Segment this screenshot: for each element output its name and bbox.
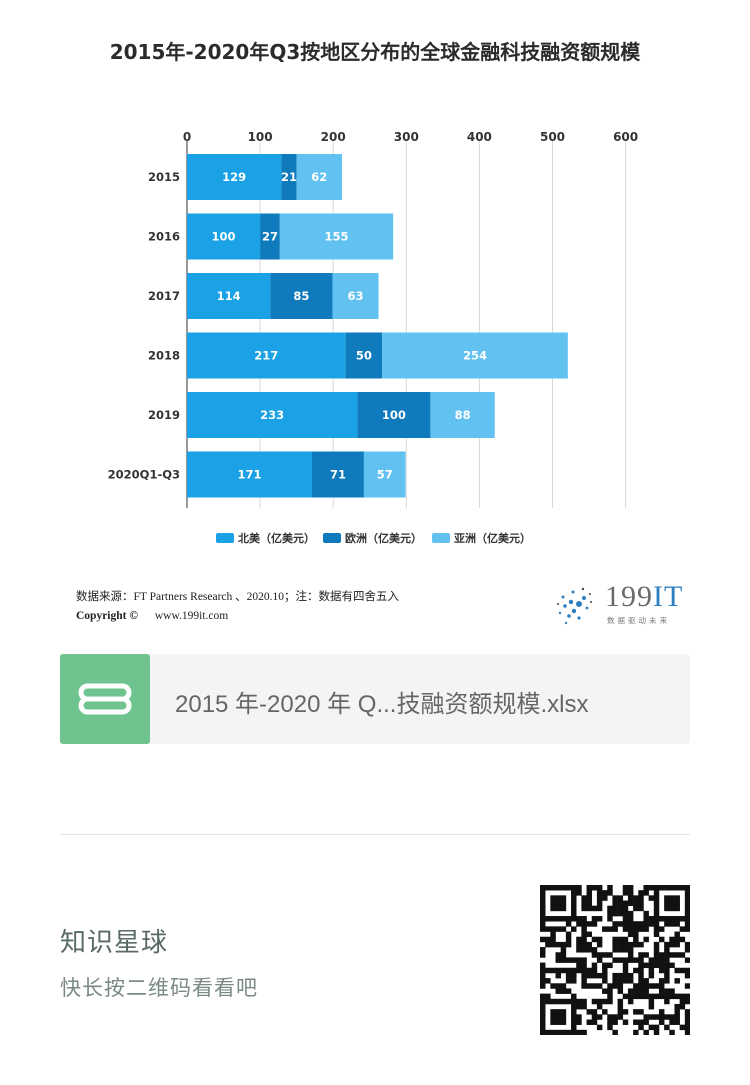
data-label: 100 (382, 408, 406, 422)
data-label: 62 (311, 170, 327, 184)
bar-segment (363, 451, 406, 498)
x-tick-label: 400 (467, 130, 492, 144)
legend-label: 北美（亿美元） (238, 531, 315, 545)
bar-segment (430, 392, 495, 438)
planet-title: 知识星球 (60, 928, 169, 958)
file-attachment[interactable]: 2015 年-2020 年 Q...技融资额规模.xlsx (60, 654, 690, 744)
x-tick-label: 0 (183, 130, 191, 144)
bar-segment (357, 392, 431, 438)
stacked-bar-chart: 0 100 200 300 400 500 600 2015 129 21 62 2016 100 27 1… (108, 130, 638, 545)
data-label: 233 (260, 408, 284, 422)
s-glyph-icon (78, 683, 132, 715)
data-label: 155 (324, 230, 348, 244)
data-label: 57 (377, 468, 393, 482)
x-tick-label: 600 (613, 130, 638, 144)
data-label: 171 (237, 468, 261, 482)
legend-label: 欧洲（亿美元） (345, 531, 422, 545)
data-label: 50 (356, 349, 372, 363)
bar-segment (187, 154, 282, 200)
y-category-label: 2016 (148, 230, 180, 244)
bar-segment (281, 154, 297, 200)
legend-swatch (323, 533, 341, 543)
data-label: 88 (455, 408, 471, 422)
bar-segment (312, 451, 364, 498)
logo-tagline: 数据驱动未来 (607, 616, 670, 625)
y-category-label: 2019 (148, 408, 180, 422)
x-tick-label: 500 (540, 130, 565, 144)
bar-segment (382, 332, 568, 379)
data-label: 254 (463, 349, 487, 363)
logo-dots-icon (557, 587, 592, 625)
legend-swatch (216, 533, 234, 543)
planet-hint: 快长按二维码看看吧 (60, 976, 258, 1000)
data-label: 27 (262, 230, 278, 244)
divider (60, 834, 690, 835)
data-label: 21 (281, 170, 297, 184)
bar-segment (279, 213, 394, 260)
data-label: 114 (217, 289, 241, 303)
brand-logo: 199IT 数据驱动未来 (555, 578, 695, 628)
data-label: 129 (222, 170, 246, 184)
y-category-label: 2017 (148, 289, 180, 303)
bar-segment (260, 213, 280, 260)
chart-title: 2015年-2020年Q3按地区分布的全球金融科技融资额规模 (109, 40, 641, 64)
source-note: 数据来源：FT Partners Research 、2020.10；注：数据有… (76, 591, 400, 603)
y-category-label: 2018 (148, 349, 180, 363)
y-category-label: 2020Q1-Q3 (108, 468, 180, 482)
x-tick-label: 200 (321, 130, 346, 144)
copyright-line: Copyright © www.199it.com (76, 610, 228, 622)
data-label: 85 (293, 289, 309, 303)
bar-segment (187, 451, 313, 498)
bar-segment (345, 332, 383, 379)
bar-segment (187, 332, 346, 379)
x-tick-label: 300 (394, 130, 419, 144)
s-file-icon (60, 654, 150, 744)
y-category-label: 2015 (148, 170, 180, 184)
x-tick-label: 100 (248, 130, 273, 144)
legend-label: 亚洲（亿美元） (454, 531, 531, 545)
data-label: 63 (347, 289, 363, 303)
file-name: 2015 年-2020 年 Q...技融资额规模.xlsx (175, 691, 589, 718)
data-label: 100 (212, 230, 236, 244)
qr-code-icon[interactable] (540, 885, 690, 1035)
data-label: 71 (330, 468, 346, 482)
copyright-url[interactable]: www.199it.com (154, 610, 229, 622)
bar-segment (332, 273, 379, 319)
bar-segment (187, 392, 358, 438)
legend-swatch (432, 533, 450, 543)
bar-segment (296, 154, 342, 200)
bar-segment (187, 273, 271, 319)
logo-text: 199IT (605, 580, 684, 613)
copyright-label: Copyright © (76, 610, 138, 622)
bar-segment (270, 273, 333, 319)
bar-segment (187, 213, 261, 260)
data-label: 217 (254, 349, 278, 363)
